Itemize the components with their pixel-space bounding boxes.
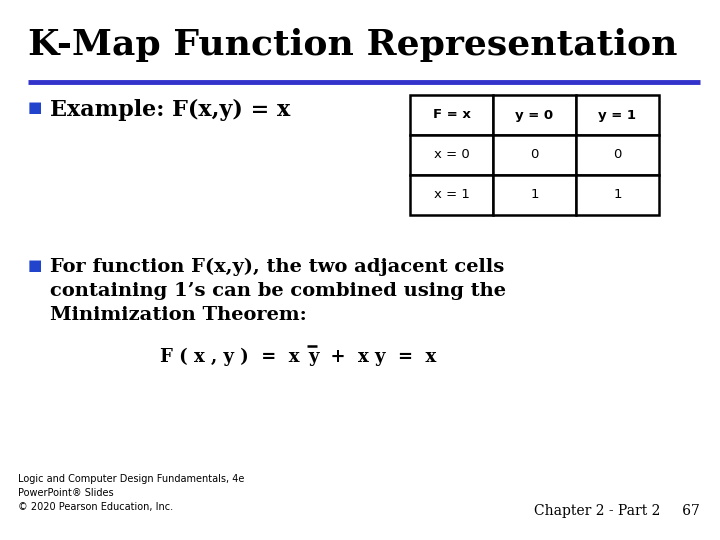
Text: ■: ■: [28, 100, 42, 115]
Text: y = 0: y = 0: [516, 109, 554, 122]
Text: ■: ■: [28, 258, 42, 273]
Text: Logic and Computer Design Fundamentals, 4e
PowerPoint® Slides
© 2020 Pearson Edu: Logic and Computer Design Fundamentals, …: [18, 474, 244, 512]
Text: x = 0: x = 0: [433, 148, 469, 161]
Text: 1: 1: [530, 188, 539, 201]
Bar: [493, 95, 576, 135]
Bar: [410, 135, 493, 175]
Bar: [576, 175, 659, 215]
Bar: [493, 135, 576, 175]
Text: y: y: [308, 348, 318, 366]
Text: +  x y  =  x: + x y = x: [318, 348, 436, 366]
Text: y = 1: y = 1: [598, 109, 636, 122]
Text: F ( x , y )  =  x: F ( x , y ) = x: [160, 348, 306, 366]
Text: containing 1’s can be combined using the: containing 1’s can be combined using the: [50, 282, 506, 300]
Bar: [410, 95, 493, 135]
Bar: [410, 175, 493, 215]
Text: 1: 1: [613, 188, 622, 201]
Text: 0: 0: [531, 148, 539, 161]
Text: x = 1: x = 1: [433, 188, 469, 201]
Text: K-Map Function Representation: K-Map Function Representation: [28, 28, 678, 62]
Text: 0: 0: [613, 148, 621, 161]
Text: Minimization Theorem:: Minimization Theorem:: [50, 306, 307, 324]
Text: Chapter 2 - Part 2     67: Chapter 2 - Part 2 67: [534, 504, 700, 518]
Text: F = x: F = x: [433, 109, 470, 122]
Bar: [576, 95, 659, 135]
Text: For function F(x,y), the two adjacent cells: For function F(x,y), the two adjacent ce…: [50, 258, 504, 276]
Text: Example: F(x,y) = x: Example: F(x,y) = x: [50, 99, 290, 121]
Bar: [493, 175, 576, 215]
Bar: [576, 135, 659, 175]
